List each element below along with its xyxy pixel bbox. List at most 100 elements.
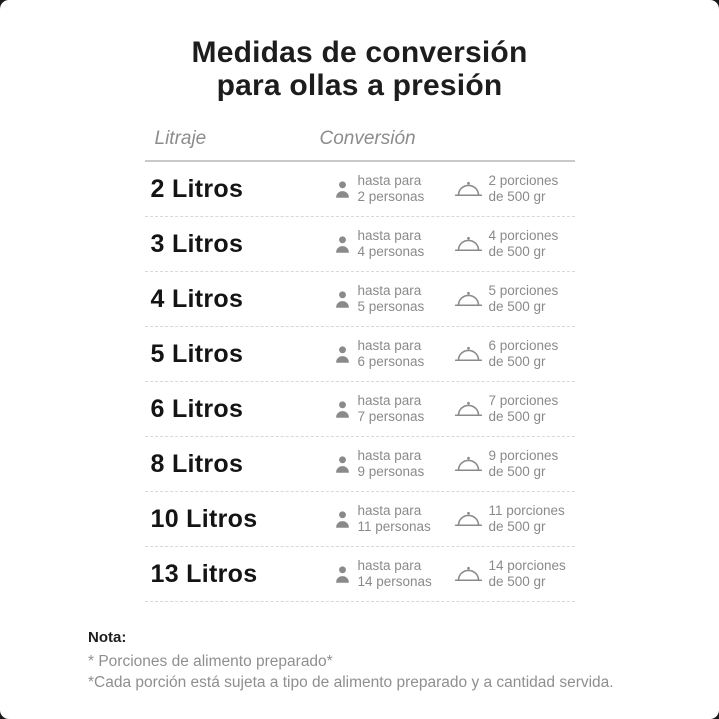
liters-label: 3 Litros bbox=[150, 229, 244, 258]
cloche-icon bbox=[454, 399, 483, 420]
person-icon bbox=[335, 235, 351, 254]
column-header-conversion: Conversión bbox=[319, 128, 416, 149]
persons-text-line2: 7 personas bbox=[357, 409, 425, 424]
conversion-cell: hasta para 7 personas 7 porciones de 500… bbox=[335, 393, 575, 425]
persons-text: hasta para 5 personas bbox=[358, 283, 425, 315]
portions-conversion: 2 porciones de 500 gr bbox=[454, 173, 575, 205]
liters-label: 8 Litros bbox=[150, 449, 244, 478]
persons-text-line2: 6 personas bbox=[357, 354, 425, 369]
persons-text-line2: 11 personas bbox=[357, 519, 431, 534]
cloche-icon bbox=[454, 564, 483, 585]
persons-text: hasta para 9 personas bbox=[358, 448, 425, 480]
persons-conversion: hasta para 6 personas bbox=[335, 338, 454, 370]
persons-text-line2: 2 personas bbox=[357, 189, 425, 204]
persons-conversion: hasta para 2 personas bbox=[335, 173, 454, 205]
persons-text: hasta para 14 personas bbox=[358, 558, 432, 590]
persons-text-line1: hasta para bbox=[357, 283, 422, 299]
person-icon bbox=[335, 400, 351, 419]
portions-text-line1: 6 porciones bbox=[488, 338, 559, 354]
persons-text-line1: hasta para bbox=[357, 503, 422, 519]
cloche-icon bbox=[454, 344, 483, 365]
table-row: 13 Litros hasta para 14 personas bbox=[144, 547, 575, 602]
conversion-cell: hasta para 14 personas 14 porciones de 5… bbox=[335, 558, 575, 590]
table-row: 8 Litros hasta para 9 personas bbox=[144, 437, 575, 492]
portions-text-line2: de 500 gr bbox=[488, 464, 546, 479]
portions-text-line2: de 500 gr bbox=[488, 574, 546, 589]
liters-label: 5 Litros bbox=[150, 339, 244, 368]
page-title-line2: para ollas a presión bbox=[216, 69, 503, 102]
person-icon bbox=[335, 290, 351, 309]
portions-text-line1: 9 porciones bbox=[488, 448, 559, 464]
portions-conversion: 4 porciones de 500 gr bbox=[454, 228, 575, 260]
persons-text-line2: 14 personas bbox=[357, 574, 432, 589]
persons-conversion: hasta para 11 personas bbox=[335, 503, 454, 535]
footnotes: Nota: * Porciones de alimento preparado*… bbox=[88, 628, 719, 693]
person-icon bbox=[335, 345, 351, 364]
portions-conversion: 5 porciones de 500 gr bbox=[454, 283, 575, 315]
portions-conversion: 7 porciones de 500 gr bbox=[454, 393, 575, 425]
persons-text-line1: hasta para bbox=[357, 173, 422, 189]
footnote-line2: *Cada porción está sujeta a tipo de alim… bbox=[88, 674, 614, 692]
persons-text-line1: hasta para bbox=[357, 393, 422, 409]
portions-text: 6 porciones de 500 gr bbox=[489, 338, 559, 370]
conversion-cell: hasta para 11 personas 11 porciones de 5… bbox=[335, 503, 575, 535]
portions-text-line2: de 500 gr bbox=[488, 519, 546, 534]
portions-text: 11 porciones de 500 gr bbox=[489, 503, 565, 535]
portions-text-line1: 11 porciones bbox=[488, 503, 565, 519]
cloche-icon bbox=[454, 509, 483, 530]
persons-text-line1: hasta para bbox=[357, 558, 422, 574]
portions-conversion: 14 porciones de 500 gr bbox=[454, 558, 575, 590]
conversion-cell: hasta para 5 personas 5 porciones de 500… bbox=[335, 283, 575, 315]
persons-text-line2: 4 personas bbox=[357, 244, 425, 259]
persons-text-line1: hasta para bbox=[357, 228, 422, 244]
cloche-icon bbox=[454, 234, 483, 255]
portions-text-line1: 2 porciones bbox=[488, 173, 559, 189]
conversion-cell: hasta para 4 personas 4 porciones de 500… bbox=[335, 228, 575, 260]
table-row: 2 Litros hasta para 2 personas bbox=[144, 162, 575, 217]
persons-text: hasta para 4 personas bbox=[358, 228, 425, 260]
portions-text-line1: 5 porciones bbox=[488, 283, 559, 299]
persons-text: hasta para 2 personas bbox=[358, 173, 425, 205]
table-row: 5 Litros hasta para 6 personas bbox=[144, 327, 575, 382]
portions-text: 9 porciones de 500 gr bbox=[489, 448, 559, 480]
conversion-cell: hasta para 9 personas 9 porciones de 500… bbox=[335, 448, 575, 480]
liters-label: 6 Litros bbox=[150, 394, 244, 423]
page-title: Medidas de conversión para ollas a presi… bbox=[0, 36, 719, 102]
portions-text: 4 porciones de 500 gr bbox=[489, 228, 559, 260]
table-header: Litraje Conversión bbox=[144, 128, 575, 162]
portions-conversion: 6 porciones de 500 gr bbox=[454, 338, 575, 370]
persons-text: hasta para 11 personas bbox=[358, 503, 431, 535]
portions-conversion: 11 porciones de 500 gr bbox=[454, 503, 575, 535]
persons-text-line2: 9 personas bbox=[357, 464, 425, 479]
liters-label: 4 Litros bbox=[150, 284, 244, 313]
person-icon bbox=[335, 455, 351, 474]
portions-text-line1: 14 porciones bbox=[488, 558, 566, 574]
portions-text-line2: de 500 gr bbox=[488, 244, 546, 259]
persons-text: hasta para 7 personas bbox=[358, 393, 425, 425]
person-icon bbox=[335, 180, 351, 199]
portions-text-line2: de 500 gr bbox=[488, 189, 546, 204]
person-icon bbox=[335, 565, 351, 584]
footnote-heading: Nota: bbox=[88, 629, 127, 646]
footnote-line1: * Porciones de alimento preparado* bbox=[88, 652, 333, 670]
portions-text-line2: de 500 gr bbox=[488, 354, 546, 369]
persons-text-line1: hasta para bbox=[357, 448, 422, 464]
portions-text: 2 porciones de 500 gr bbox=[489, 173, 559, 205]
table-row: 3 Litros hasta para 4 personas bbox=[144, 217, 575, 272]
table-row: 4 Litros hasta para 5 personas bbox=[144, 272, 575, 327]
table-row: 6 Litros hasta para 7 personas bbox=[144, 382, 575, 437]
table-body: 2 Litros hasta para 2 personas bbox=[144, 162, 575, 602]
portions-text-line2: de 500 gr bbox=[488, 409, 546, 424]
person-icon bbox=[335, 510, 351, 529]
portions-text: 7 porciones de 500 gr bbox=[489, 393, 559, 425]
portions-conversion: 9 porciones de 500 gr bbox=[454, 448, 575, 480]
cloche-icon bbox=[454, 454, 483, 475]
portions-text-line1: 4 porciones bbox=[488, 228, 559, 244]
conversion-cell: hasta para 2 personas 2 porciones de 500… bbox=[335, 173, 575, 205]
conversion-cell: hasta para 6 personas 6 porciones de 500… bbox=[335, 338, 575, 370]
persons-conversion: hasta para 5 personas bbox=[335, 283, 454, 315]
liters-label: 2 Litros bbox=[150, 174, 244, 203]
persons-text-line2: 5 personas bbox=[357, 299, 425, 314]
persons-conversion: hasta para 14 personas bbox=[335, 558, 454, 590]
